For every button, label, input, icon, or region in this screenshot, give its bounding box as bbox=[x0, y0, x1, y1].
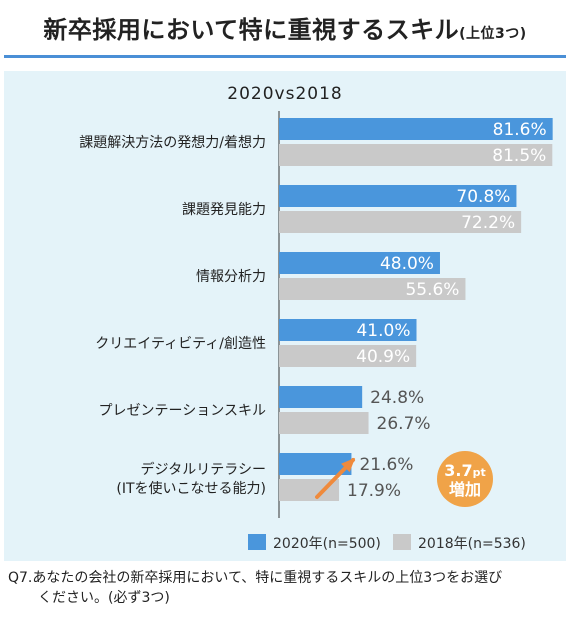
bar-2018 bbox=[279, 211, 522, 233]
category-label: クリエイティビティ/創造性 bbox=[95, 336, 266, 352]
footnote: Q7.あなたの会社の新卒採用において、特に重視するスキルの上位3つをお選び くだ… bbox=[8, 568, 564, 608]
category-label: 課題解決方法の発想力/着想力 bbox=[79, 135, 266, 151]
bar-2020 bbox=[279, 386, 363, 408]
category-label: 情報分析力 bbox=[196, 269, 266, 285]
footnote-line-2: ください。(必ず3つ) bbox=[38, 590, 170, 606]
bar-2020 bbox=[279, 252, 440, 274]
bar-2020 bbox=[279, 118, 553, 140]
title-underline bbox=[4, 55, 566, 58]
badge-value: 3.7pt bbox=[444, 461, 485, 480]
bar-2018 bbox=[279, 278, 466, 300]
value-label-2020: 81.6% bbox=[493, 120, 547, 140]
bar-2020 bbox=[279, 453, 352, 475]
badge-text: 増加 bbox=[449, 480, 481, 499]
value-label-2018: 17.9% bbox=[347, 481, 401, 501]
value-label-2018: 72.2% bbox=[461, 213, 515, 233]
bar-2018 bbox=[279, 345, 417, 367]
footnote-line-1: Q7.あなたの会社の新卒採用において、特に重視するスキルの上位3つをお選び bbox=[8, 570, 503, 586]
category-note: (ITを使いこなせる能力) bbox=[116, 480, 266, 497]
legend-2018-label: 2018年(n=536) bbox=[418, 536, 526, 552]
badge-number: 3.7 bbox=[444, 461, 472, 480]
title-suffix: (上位3つ) bbox=[459, 26, 527, 42]
legend-2020-swatch bbox=[248, 534, 266, 550]
value-label-2018: 26.7% bbox=[377, 414, 431, 434]
value-label-2020: 24.8% bbox=[370, 388, 424, 408]
value-label-2020: 70.8% bbox=[456, 187, 510, 207]
increase-arrowhead-icon bbox=[341, 457, 356, 473]
value-label-2020: 48.0% bbox=[380, 254, 434, 274]
legend-2018-swatch bbox=[393, 534, 411, 550]
category-label: プレゼンテーションスキル bbox=[99, 403, 266, 419]
increase-badge bbox=[437, 451, 493, 507]
bar-2020 bbox=[279, 319, 417, 341]
category-label: デジタルリテラシー bbox=[141, 461, 266, 478]
value-label-2018: 81.5% bbox=[492, 146, 546, 166]
value-label-2020: 21.6% bbox=[359, 455, 413, 475]
value-label-2018: 40.9% bbox=[356, 347, 410, 367]
badge-unit: pt bbox=[473, 466, 486, 479]
value-label-2020: 41.0% bbox=[356, 321, 410, 341]
title-main: 新卒採用において特に重視するスキル bbox=[43, 16, 460, 44]
bar-2020 bbox=[279, 185, 517, 207]
bar-2018 bbox=[279, 412, 369, 434]
chart-panel: 2020vs2018 課題解決方法の発想力/着想力 81.6% 81.5% 課題発見能力… bbox=[4, 71, 566, 561]
chart-title: 2020vs2018 bbox=[227, 84, 342, 104]
bar-2018 bbox=[279, 479, 340, 501]
bar-chart: 2020vs2018 課題解決方法の発想力/着想力 81.6% 81.5% 課題発見能力… bbox=[79, 84, 553, 552]
bar-2018 bbox=[279, 144, 553, 166]
legend-2020-label: 2020年(n=500) bbox=[273, 536, 381, 552]
value-label-2018: 55.6% bbox=[405, 280, 459, 300]
category-label: 課題発見能力 bbox=[182, 202, 266, 218]
page-title: 新卒採用において特に重視するスキル(上位3つ) bbox=[0, 10, 570, 45]
